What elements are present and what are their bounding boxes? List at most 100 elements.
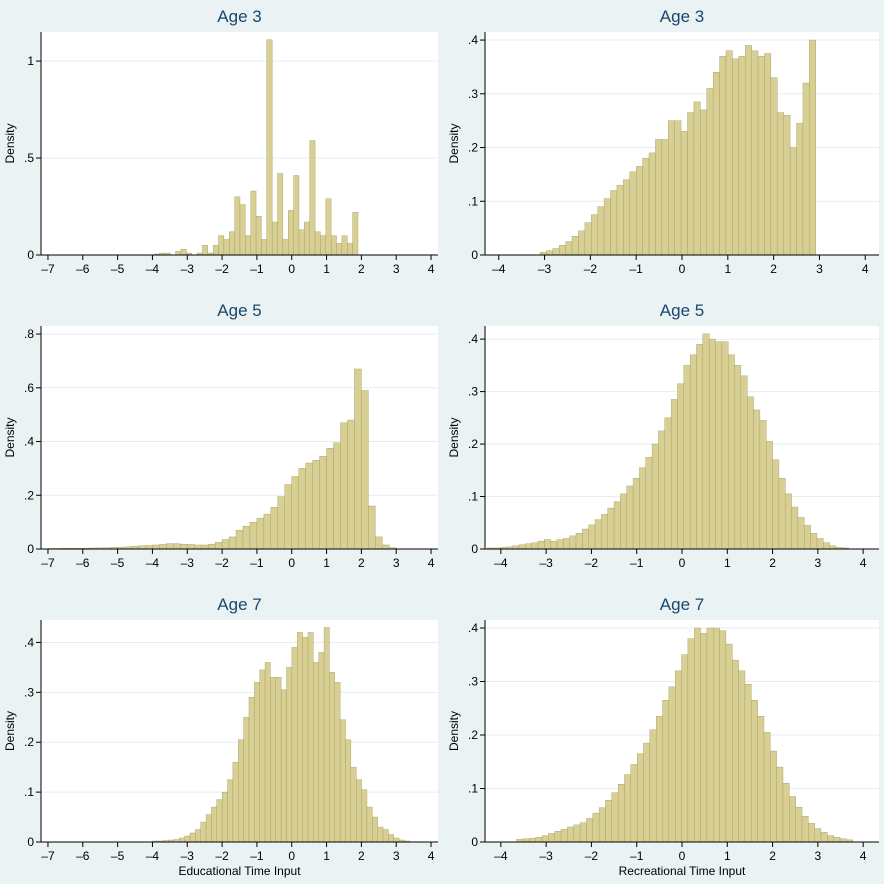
- histogram-bar: [655, 716, 663, 843]
- y-tick-label: .5: [24, 151, 34, 165]
- x-tick-label: –1: [250, 262, 264, 276]
- panel-title: Age 5: [217, 301, 261, 320]
- y-tick-label: .4: [468, 33, 478, 47]
- x-tick-label: 3: [816, 262, 823, 276]
- x-tick-label: 0: [288, 262, 295, 276]
- histogram-bar: [713, 627, 720, 843]
- histogram-bar: [827, 835, 834, 843]
- y-tick-label: .2: [468, 141, 478, 155]
- x-axis-title: Recreational Time Input: [619, 864, 746, 878]
- histogram-bar: [535, 836, 543, 843]
- x-tick-label: –4: [492, 262, 506, 276]
- x-tick-label: 0: [679, 556, 686, 570]
- histogram-bar: [789, 796, 796, 843]
- panel-title: Age 7: [660, 595, 704, 614]
- x-tick-label: –1: [630, 556, 644, 570]
- histogram-bar: [649, 729, 657, 843]
- x-tick-label: 2: [769, 556, 776, 570]
- histogram-bar: [554, 831, 562, 843]
- x-tick-label: –1: [630, 262, 644, 276]
- x-tick-label: 1: [724, 556, 731, 570]
- histogram-bar: [624, 774, 632, 843]
- histogram-bar: [751, 700, 758, 843]
- x-tick-label: –2: [585, 556, 599, 570]
- y-tick-label: .4: [468, 621, 478, 635]
- histogram-bar: [763, 732, 771, 843]
- y-tick-label: .3: [468, 385, 478, 399]
- y-tick-label: .1: [24, 785, 34, 799]
- x-tick-label: 1: [323, 556, 330, 570]
- histogram-bar: [782, 782, 790, 843]
- x-tick-label: –5: [111, 556, 125, 570]
- x-tick-label: 4: [428, 849, 435, 863]
- histogram-bar: [573, 824, 581, 843]
- panel-title: Age 7: [217, 595, 261, 614]
- x-tick-label: 0: [288, 849, 295, 863]
- x-tick-label: 1: [323, 262, 330, 276]
- y-tick-label: 0: [471, 248, 478, 262]
- y-tick-label: 0: [27, 248, 34, 262]
- histogram-bar: [681, 654, 689, 843]
- x-tick-label: 2: [770, 262, 777, 276]
- histogram-bar: [541, 835, 549, 843]
- y-tick-label: .4: [24, 435, 34, 449]
- histogram-bar: [643, 742, 651, 843]
- histogram-bar: [770, 750, 777, 843]
- histogram-bar: [668, 686, 676, 843]
- histogram-bar: [605, 800, 613, 843]
- x-tick-label: –3: [538, 262, 552, 276]
- x-tick-label: 3: [815, 556, 822, 570]
- histogram-bar: [630, 764, 638, 843]
- x-tick-label: –7: [41, 849, 55, 863]
- x-tick-label: 2: [358, 556, 365, 570]
- y-tick-label: .4: [468, 332, 478, 346]
- y-tick-label: 0: [27, 542, 34, 556]
- x-tick-label: 4: [428, 262, 435, 276]
- x-tick-label: –6: [76, 262, 90, 276]
- histogram-bar: [725, 643, 733, 843]
- x-tick-label: –1: [250, 556, 264, 570]
- histogram-bar: [592, 812, 600, 843]
- x-tick-label: –4: [146, 262, 160, 276]
- histogram-bar: [598, 807, 606, 843]
- x-tick-label: –5: [111, 262, 125, 276]
- x-tick-label: 1: [724, 262, 731, 276]
- histogram-bar: [548, 833, 555, 843]
- histogram-bar: [611, 792, 619, 843]
- y-tick-label: .2: [24, 488, 34, 502]
- x-tick-label: –6: [76, 556, 90, 570]
- histogram-bar: [801, 816, 809, 843]
- y-tick-label: 0: [27, 835, 34, 849]
- panel-title: Age 3: [660, 7, 704, 26]
- x-tick-label: 1: [724, 849, 731, 863]
- panel-title: Age 3: [217, 7, 261, 26]
- x-tick-label: –3: [181, 849, 195, 863]
- x-tick-label: –7: [41, 262, 55, 276]
- x-tick-label: –2: [215, 556, 229, 570]
- histogram-bar: [833, 836, 841, 843]
- y-axis-title: Density: [3, 711, 17, 751]
- y-axis-title: Density: [447, 417, 461, 457]
- x-tick-label: –4: [146, 849, 160, 863]
- histogram-bar: [579, 822, 587, 843]
- x-tick-label: –3: [181, 262, 195, 276]
- y-tick-label: .3: [468, 87, 478, 101]
- x-tick-label: 0: [288, 556, 295, 570]
- y-axis-title: Density: [447, 123, 461, 163]
- x-tick-label: 4: [428, 556, 435, 570]
- y-axis-title: Density: [3, 123, 17, 163]
- y-tick-label: 1: [27, 54, 34, 68]
- histogram-bar: [757, 716, 765, 843]
- x-tick-label: –4: [494, 849, 508, 863]
- histogram-bar: [560, 828, 568, 843]
- y-tick-label: 0: [471, 835, 478, 849]
- histogram-bar: [694, 627, 701, 843]
- y-tick-label: 0: [471, 542, 478, 556]
